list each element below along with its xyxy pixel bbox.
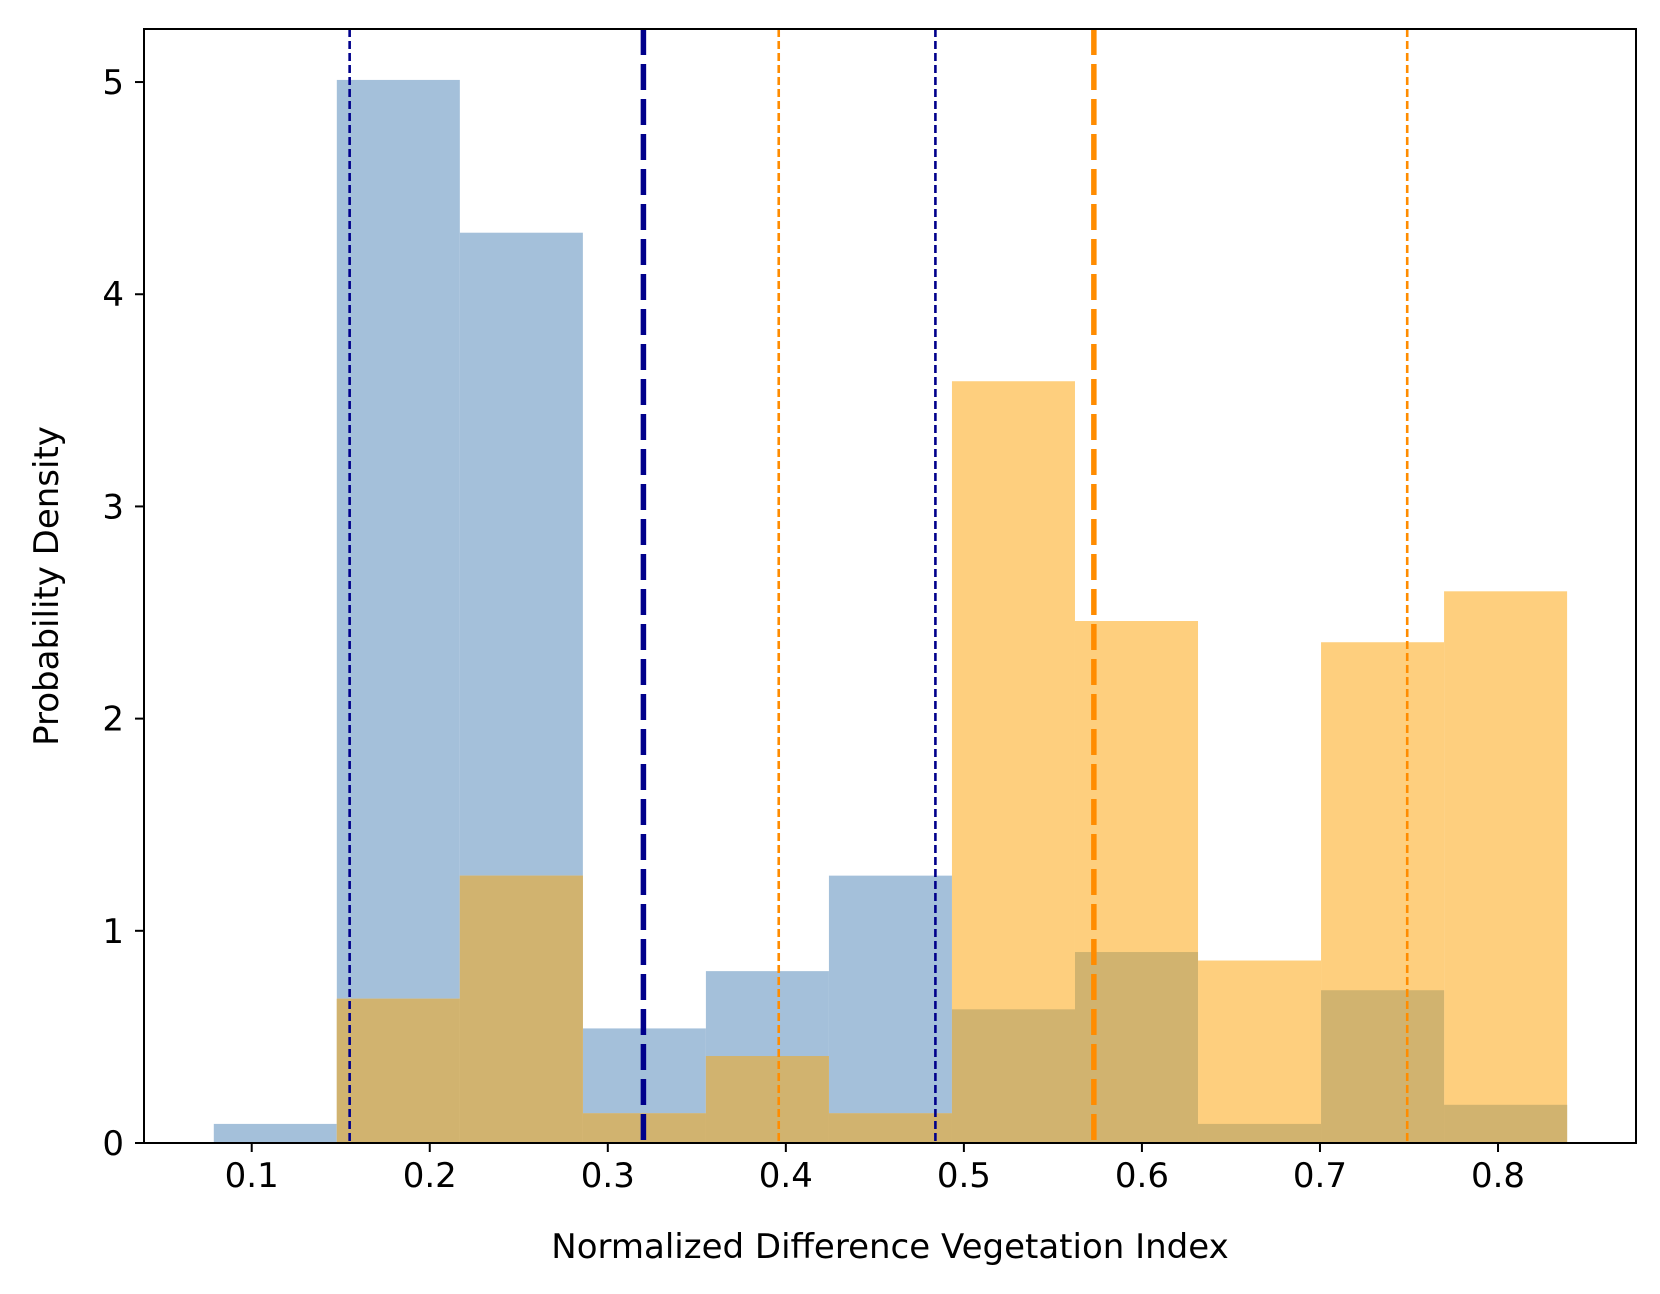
x-tick-label: 0.1 — [225, 1156, 279, 1196]
y-axis-ticks: 0 1 2 3 4 5 — [102, 63, 144, 1164]
histogram-bar-series-1 — [213, 1123, 337, 1143]
x-tick-label: 0.3 — [581, 1156, 635, 1196]
y-axis-label: Probability Density — [27, 426, 67, 746]
histogram-bar-overlap — [951, 1009, 1075, 1143]
histogram-bar-overlap — [1321, 990, 1445, 1143]
x-tick-label: 0.7 — [1293, 1156, 1347, 1196]
x-axis-label: Normalized Difference Vegetation Index — [551, 1227, 1228, 1267]
x-axis-ticks: 0.1 0.2 0.3 0.4 0.5 0.6 0.7 0.8 — [225, 1143, 1525, 1196]
y-tick-label: 3 — [102, 487, 124, 527]
histogram-bar-series-2 — [1444, 591, 1568, 1143]
x-tick-label: 0.4 — [759, 1156, 813, 1196]
y-tick-label: 5 — [102, 63, 124, 103]
histogram-bar-series-1 — [828, 875, 952, 1143]
histogram-bar-overlap — [336, 998, 460, 1143]
y-tick-label: 4 — [102, 275, 124, 315]
y-tick-label: 1 — [102, 912, 124, 952]
x-tick-label: 0.5 — [937, 1156, 991, 1196]
histogram-bar-overlap — [1198, 1123, 1322, 1143]
histogram-bar-overlap — [1444, 1104, 1568, 1143]
x-tick-label: 0.8 — [1471, 1156, 1525, 1196]
reference-lines — [348, 29, 1409, 1143]
plot-frame — [143, 28, 1637, 1144]
x-tick-label: 0.2 — [403, 1156, 457, 1196]
histogram-bar-overlap — [705, 1056, 829, 1143]
y-tick-label: 0 — [102, 1124, 124, 1164]
x-tick-label: 0.6 — [1115, 1156, 1169, 1196]
histogram-bar-overlap — [828, 1113, 952, 1143]
histogram-bars — [213, 79, 1568, 1144]
y-tick-label: 2 — [102, 700, 124, 740]
histogram-bar-series-2 — [1198, 960, 1322, 1143]
histogram-bar-overlap — [459, 875, 583, 1143]
histogram-bar-series-1 — [336, 79, 460, 1144]
